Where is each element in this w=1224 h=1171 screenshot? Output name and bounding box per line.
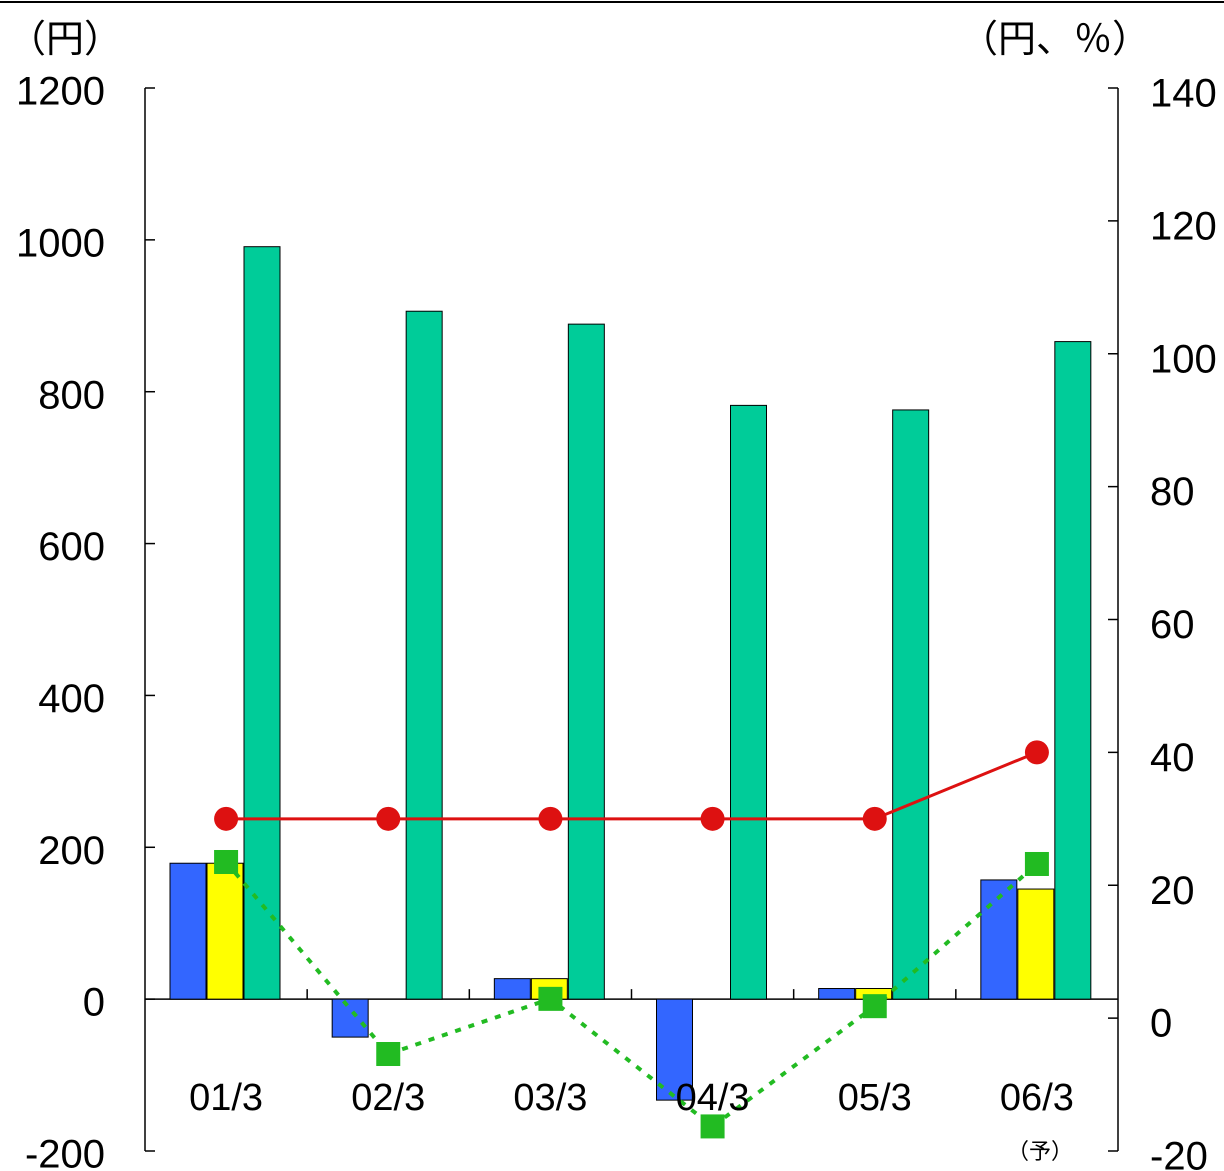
bar [243,246,281,1000]
bar [493,978,531,1000]
bar [1054,341,1092,1000]
marker [862,806,887,831]
y-tick-label: 1200 [16,70,105,114]
marker [862,994,887,1019]
bar [818,988,856,1000]
y2-tick-label: 20 [1150,869,1195,913]
bar [892,409,930,1000]
y-unit-label: （円） [8,19,122,61]
y-tick-label: 200 [38,829,105,873]
marker [700,806,725,831]
x-tick-label: 01/3 [189,1077,263,1119]
y2-tick-label: -20 [1150,1135,1208,1171]
y2-unit-label: （円、％） [960,19,1150,61]
x-tick-label: 06/3 [1000,1077,1074,1119]
annotation: （予） [1007,1139,1073,1164]
y-tick-label: 800 [38,373,105,417]
y-tick-label: 1000 [16,221,105,265]
x-tick-label: 05/3 [838,1077,912,1119]
y2-tick-label: 0 [1150,1002,1172,1046]
x-tick-label: 02/3 [351,1077,425,1119]
x-tick-label: 03/3 [513,1077,587,1119]
y2-tick-label: 140 [1150,72,1217,116]
bar [656,998,693,1101]
y2-tick-label: 40 [1150,736,1195,780]
x-tick-label: 04/3 [676,1077,750,1119]
marker [376,1042,401,1067]
bar [405,310,443,1000]
bar [567,323,605,1000]
bar [1017,888,1055,1000]
line [226,750,1038,821]
marker [700,1114,725,1139]
y-tick-label: 400 [38,677,105,721]
bar [331,998,369,1038]
y-tick-label: 0 [83,981,105,1025]
y-tick-label: -200 [25,1133,105,1171]
marker [214,806,239,831]
marker [538,986,563,1011]
bar [730,404,767,1000]
bar [206,862,244,1000]
marker [214,849,239,874]
bar [169,862,207,1000]
marker [376,806,401,831]
marker [1024,851,1049,876]
y2-tick-label: 120 [1150,204,1217,248]
y2-tick-label: 80 [1150,470,1195,514]
y2-tick-label: 60 [1150,603,1195,647]
y-tick-label: 600 [38,525,105,569]
y2-tick-label: 100 [1150,337,1217,381]
marker [538,806,563,831]
marker [1024,740,1049,765]
